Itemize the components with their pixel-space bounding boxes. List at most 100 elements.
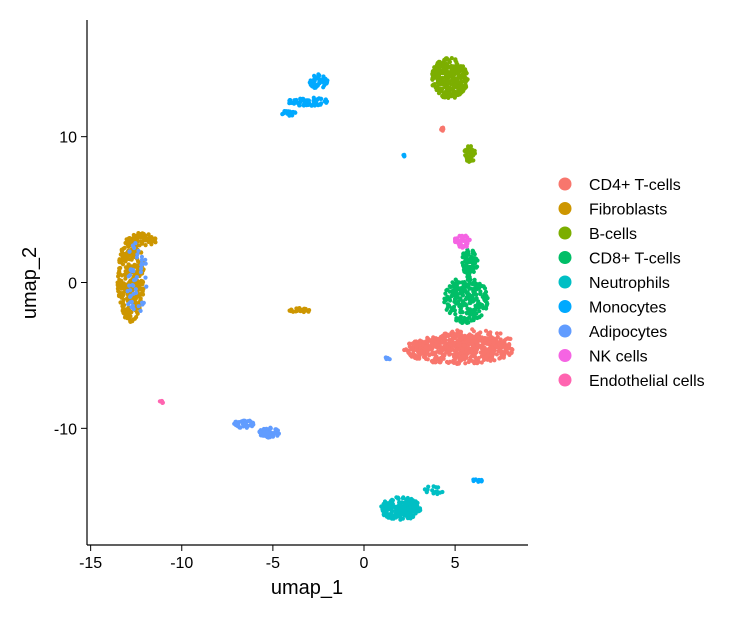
legend-swatch	[558, 177, 572, 191]
data-point	[126, 302, 131, 307]
data-point	[406, 512, 411, 518]
data-point	[124, 307, 129, 312]
data-point	[470, 342, 475, 347]
legend-label: Adipocytes	[589, 324, 667, 341]
data-point	[151, 238, 157, 244]
data-point	[443, 340, 448, 346]
data-point	[474, 284, 479, 289]
data-point	[133, 287, 138, 292]
data-point	[473, 307, 478, 313]
data-point	[427, 345, 432, 351]
data-point	[149, 242, 154, 247]
data-point	[141, 300, 146, 305]
data-point	[439, 62, 444, 67]
data-point	[312, 73, 317, 78]
data-point	[136, 304, 141, 309]
data-point	[128, 294, 133, 299]
data-point	[122, 245, 127, 250]
data-point	[298, 308, 303, 314]
data-point	[469, 318, 474, 323]
data-point	[464, 243, 469, 248]
data-point	[494, 331, 500, 336]
legend-label: CD4+ T-cells	[589, 177, 681, 194]
data-point	[445, 302, 450, 307]
data-point	[431, 335, 436, 340]
legend-item: B-cells	[558, 226, 637, 243]
data-point	[134, 310, 140, 315]
data-point	[315, 83, 320, 88]
data-point	[497, 356, 502, 361]
data-point	[468, 300, 473, 306]
data-point	[458, 80, 463, 85]
data-point	[116, 289, 121, 294]
data-point	[118, 281, 123, 286]
legend-swatch	[558, 202, 572, 215]
data-point	[384, 501, 389, 506]
data-point	[316, 73, 321, 78]
legend-swatch	[558, 275, 572, 289]
data-point	[136, 259, 141, 264]
data-point	[395, 496, 401, 501]
data-point	[127, 317, 133, 322]
data-point	[128, 237, 133, 242]
data-point	[453, 58, 458, 63]
data-point	[268, 426, 273, 431]
data-point	[486, 332, 491, 337]
data-point	[473, 334, 478, 339]
data-point	[435, 69, 440, 74]
data-point	[472, 252, 477, 257]
data-point	[484, 306, 489, 311]
data-point	[451, 72, 456, 77]
data-point	[312, 85, 317, 90]
data-point	[444, 64, 449, 69]
data-point	[257, 430, 262, 435]
data-point	[391, 516, 396, 521]
data-point	[294, 306, 299, 311]
data-point	[457, 302, 463, 307]
data-point	[386, 505, 391, 510]
data-point	[434, 62, 440, 67]
data-point	[475, 342, 480, 347]
data-point	[415, 500, 420, 505]
data-point	[444, 307, 449, 312]
data-point	[119, 273, 124, 278]
y-tick-label: 10	[59, 130, 77, 147]
data-point	[465, 272, 470, 277]
data-point	[403, 509, 408, 514]
data-point	[457, 92, 462, 97]
data-point	[423, 344, 428, 350]
data-point	[472, 148, 477, 153]
data-point	[443, 291, 448, 296]
data-point	[319, 96, 324, 101]
data-point	[471, 329, 476, 334]
data-point	[485, 296, 490, 301]
data-point	[473, 303, 478, 308]
data-point	[407, 352, 412, 357]
data-point	[312, 78, 317, 83]
data-point	[447, 338, 452, 343]
data-point	[127, 257, 132, 262]
y-axis-title: umap_2	[19, 247, 41, 319]
data-point	[479, 313, 484, 318]
data-point	[491, 340, 496, 345]
data-point	[381, 512, 386, 517]
data-point	[469, 152, 474, 157]
data-point	[144, 284, 149, 289]
data-point	[393, 513, 398, 518]
data-point	[463, 83, 468, 88]
data-point	[483, 348, 489, 353]
data-point	[482, 292, 487, 297]
legend-item: Adipocytes	[558, 324, 667, 341]
series-neutrophils	[379, 484, 445, 522]
data-point	[301, 96, 306, 102]
data-point	[444, 288, 449, 293]
data-point	[430, 488, 435, 493]
data-point	[454, 316, 459, 321]
x-tick-label: 0	[360, 555, 369, 572]
data-point	[418, 342, 423, 347]
data-point	[429, 341, 434, 346]
data-point	[385, 513, 390, 518]
data-point	[457, 243, 462, 248]
data-point	[472, 277, 477, 282]
data-point	[470, 293, 475, 298]
